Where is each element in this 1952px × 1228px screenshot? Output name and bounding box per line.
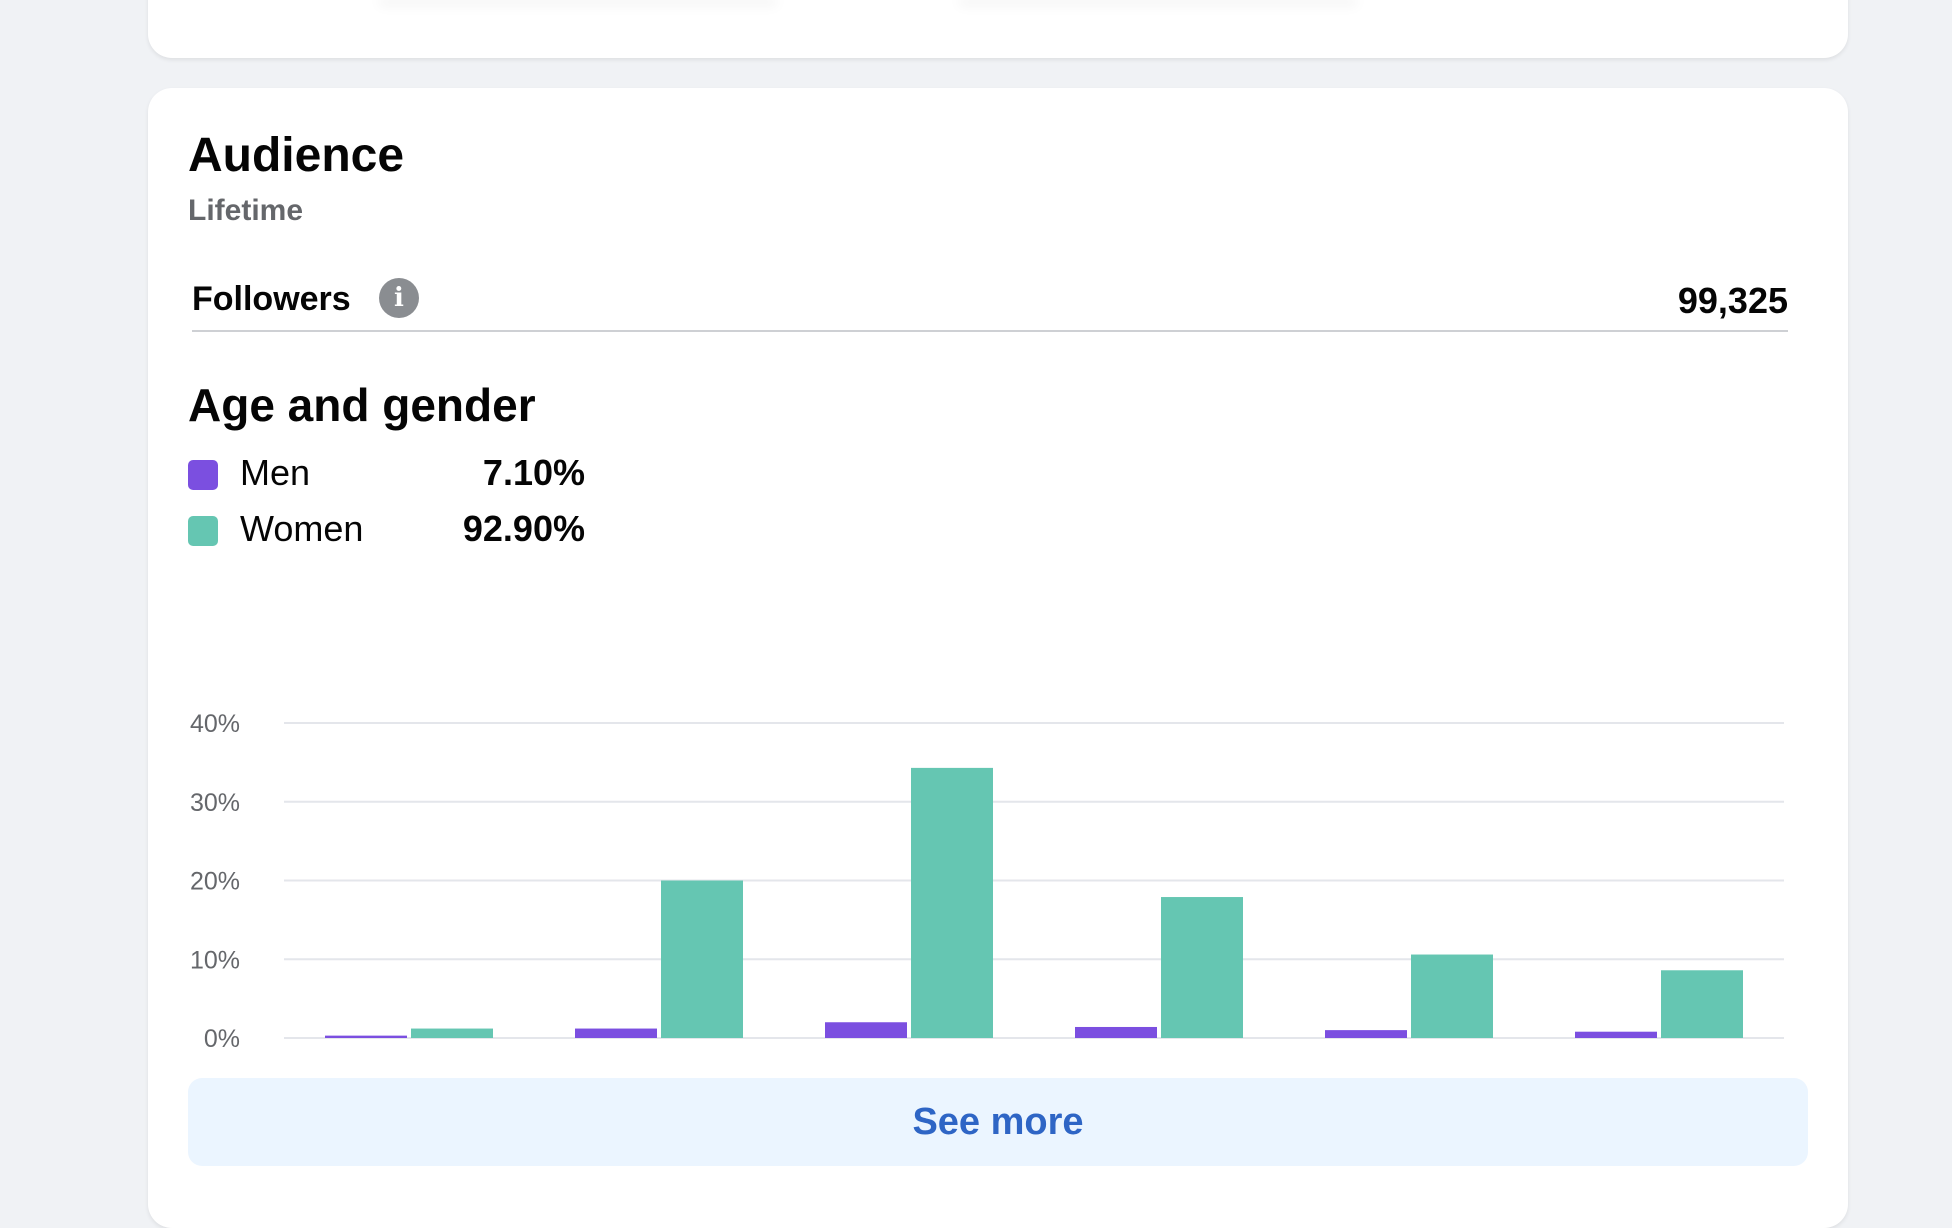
bar-men-45-54[interactable] — [1075, 1026, 1157, 1038]
y-tick-label: 20% — [190, 868, 240, 896]
legend-swatch-men — [188, 460, 218, 490]
legend-item-men: Men 7.10% — [188, 452, 588, 508]
bar-women-55-64[interactable] — [1411, 954, 1493, 1038]
legend-value-men: 7.10% — [482, 452, 585, 493]
y-tick-label: 40% — [190, 710, 240, 738]
bar-men-65+[interactable] — [1575, 1031, 1657, 1038]
bar-men-18-24[interactable] — [325, 1035, 407, 1038]
bar-women-45-54[interactable] — [1161, 897, 1243, 1038]
audience-title: Audience — [188, 129, 405, 182]
y-tick-label: 30% — [190, 789, 240, 817]
previous-card — [148, 0, 1848, 58]
bar-men-35-44[interactable] — [825, 1022, 907, 1038]
bar-women-25-34[interactable] — [661, 880, 743, 1039]
bar-men-25-34[interactable] — [575, 1028, 657, 1038]
followers-label: Followers — [192, 280, 351, 318]
bar-women-18-24[interactable] — [411, 1028, 493, 1038]
bar-chart-svg: 0%10%20%30%40%18-2425-3435-4445-5455-646… — [190, 710, 1784, 1113]
chart-legend: Men 7.10% Women 92.90% — [188, 452, 588, 564]
legend-swatch-women — [188, 516, 218, 546]
audience-period: Lifetime — [188, 194, 304, 227]
audience-card: Audience Lifetime Followers i 99,325 Age… — [148, 88, 1848, 1228]
age-gender-chart: 0%10%20%30%40%18-2425-3435-4445-5455-646… — [148, 608, 1848, 1148]
legend-label-women: Women — [240, 508, 364, 549]
bar-men-55-64[interactable] — [1325, 1030, 1407, 1038]
y-tick-label: 0% — [204, 1025, 240, 1053]
legend-label-men: Men — [240, 452, 311, 493]
legend-value-women: 92.90% — [462, 508, 585, 549]
bar-women-65+[interactable] — [1661, 970, 1743, 1038]
followers-value: 99,325 — [1677, 280, 1788, 321]
followers-row: Followers i 99,325 — [192, 278, 1788, 332]
info-icon[interactable]: i — [379, 278, 419, 318]
legend-item-women: Women 92.90% — [188, 508, 588, 564]
y-tick-label: 10% — [190, 946, 240, 974]
age-gender-title: Age and gender — [188, 379, 536, 431]
bar-women-35-44[interactable] — [911, 767, 993, 1038]
see-more-button[interactable]: See more — [188, 1078, 1808, 1166]
